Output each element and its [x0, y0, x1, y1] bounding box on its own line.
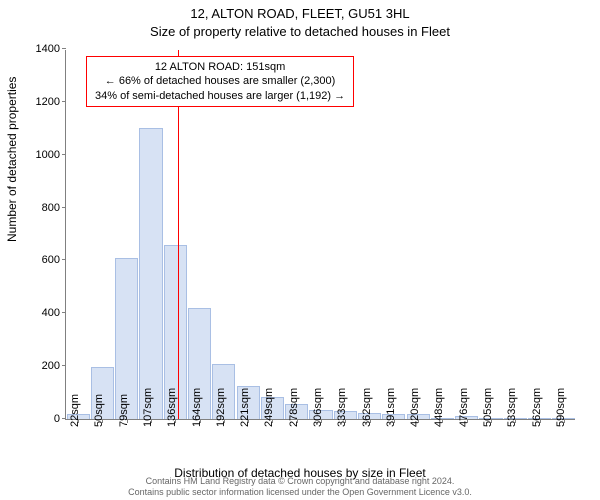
x-tick-mark [491, 419, 492, 423]
chart-plot-area: 12 ALTON ROAD: 151sqm ← 66% of detached … [65, 50, 575, 420]
y-tick-label: 1000 [36, 149, 66, 161]
y-tick-label: 0 [54, 413, 66, 425]
x-tick-mark [515, 419, 516, 423]
y-tick-label: 200 [42, 360, 66, 372]
annotation-box: 12 ALTON ROAD: 151sqm ← 66% of detached … [86, 56, 354, 107]
x-tick-mark [127, 419, 128, 423]
y-tick-mark [62, 154, 66, 155]
x-tick-mark [442, 419, 443, 423]
histogram-bar [139, 128, 162, 419]
x-tick-mark [345, 419, 346, 423]
y-tick-label: 1400 [36, 43, 66, 55]
y-tick-label: 1200 [36, 96, 66, 108]
annotation-line-1: 12 ALTON ROAD: 151sqm [95, 60, 345, 74]
x-tick-mark [102, 419, 103, 423]
x-tick-mark [370, 419, 371, 423]
title-main: 12, ALTON ROAD, FLEET, GU51 3HL [0, 6, 600, 21]
footer-line-2: Contains public sector information licen… [0, 487, 600, 498]
y-tick-mark [62, 312, 66, 313]
y-tick-mark [62, 418, 66, 419]
x-tick-mark [248, 419, 249, 423]
x-tick-mark [297, 419, 298, 423]
y-tick-mark [62, 259, 66, 260]
x-tick-mark [151, 419, 152, 423]
y-tick-label: 600 [42, 254, 66, 266]
x-tick-mark [200, 419, 201, 423]
x-tick-mark [78, 419, 79, 423]
x-tick-mark [224, 419, 225, 423]
y-tick-mark [62, 101, 66, 102]
annotation-line-2: ← 66% of detached houses are smaller (2,… [95, 74, 345, 88]
y-tick-mark [62, 48, 66, 49]
y-tick-label: 400 [42, 307, 66, 319]
footer-attribution: Contains HM Land Registry data © Crown c… [0, 476, 600, 498]
x-tick-mark [394, 419, 395, 423]
x-tick-mark [175, 419, 176, 423]
y-axis-label: Number of detached properties [5, 77, 19, 242]
x-tick-mark [564, 419, 565, 423]
x-tick-mark [540, 419, 541, 423]
x-tick-mark [272, 419, 273, 423]
annotation-line-3: 34% of semi-detached houses are larger (… [95, 89, 345, 103]
x-tick-mark [321, 419, 322, 423]
footer-line-1: Contains HM Land Registry data © Crown c… [0, 476, 600, 487]
y-tick-label: 800 [42, 202, 66, 214]
y-tick-mark [62, 207, 66, 208]
x-tick-mark [467, 419, 468, 423]
y-tick-mark [62, 365, 66, 366]
title-sub: Size of property relative to detached ho… [0, 24, 600, 39]
x-tick-mark [418, 419, 419, 423]
